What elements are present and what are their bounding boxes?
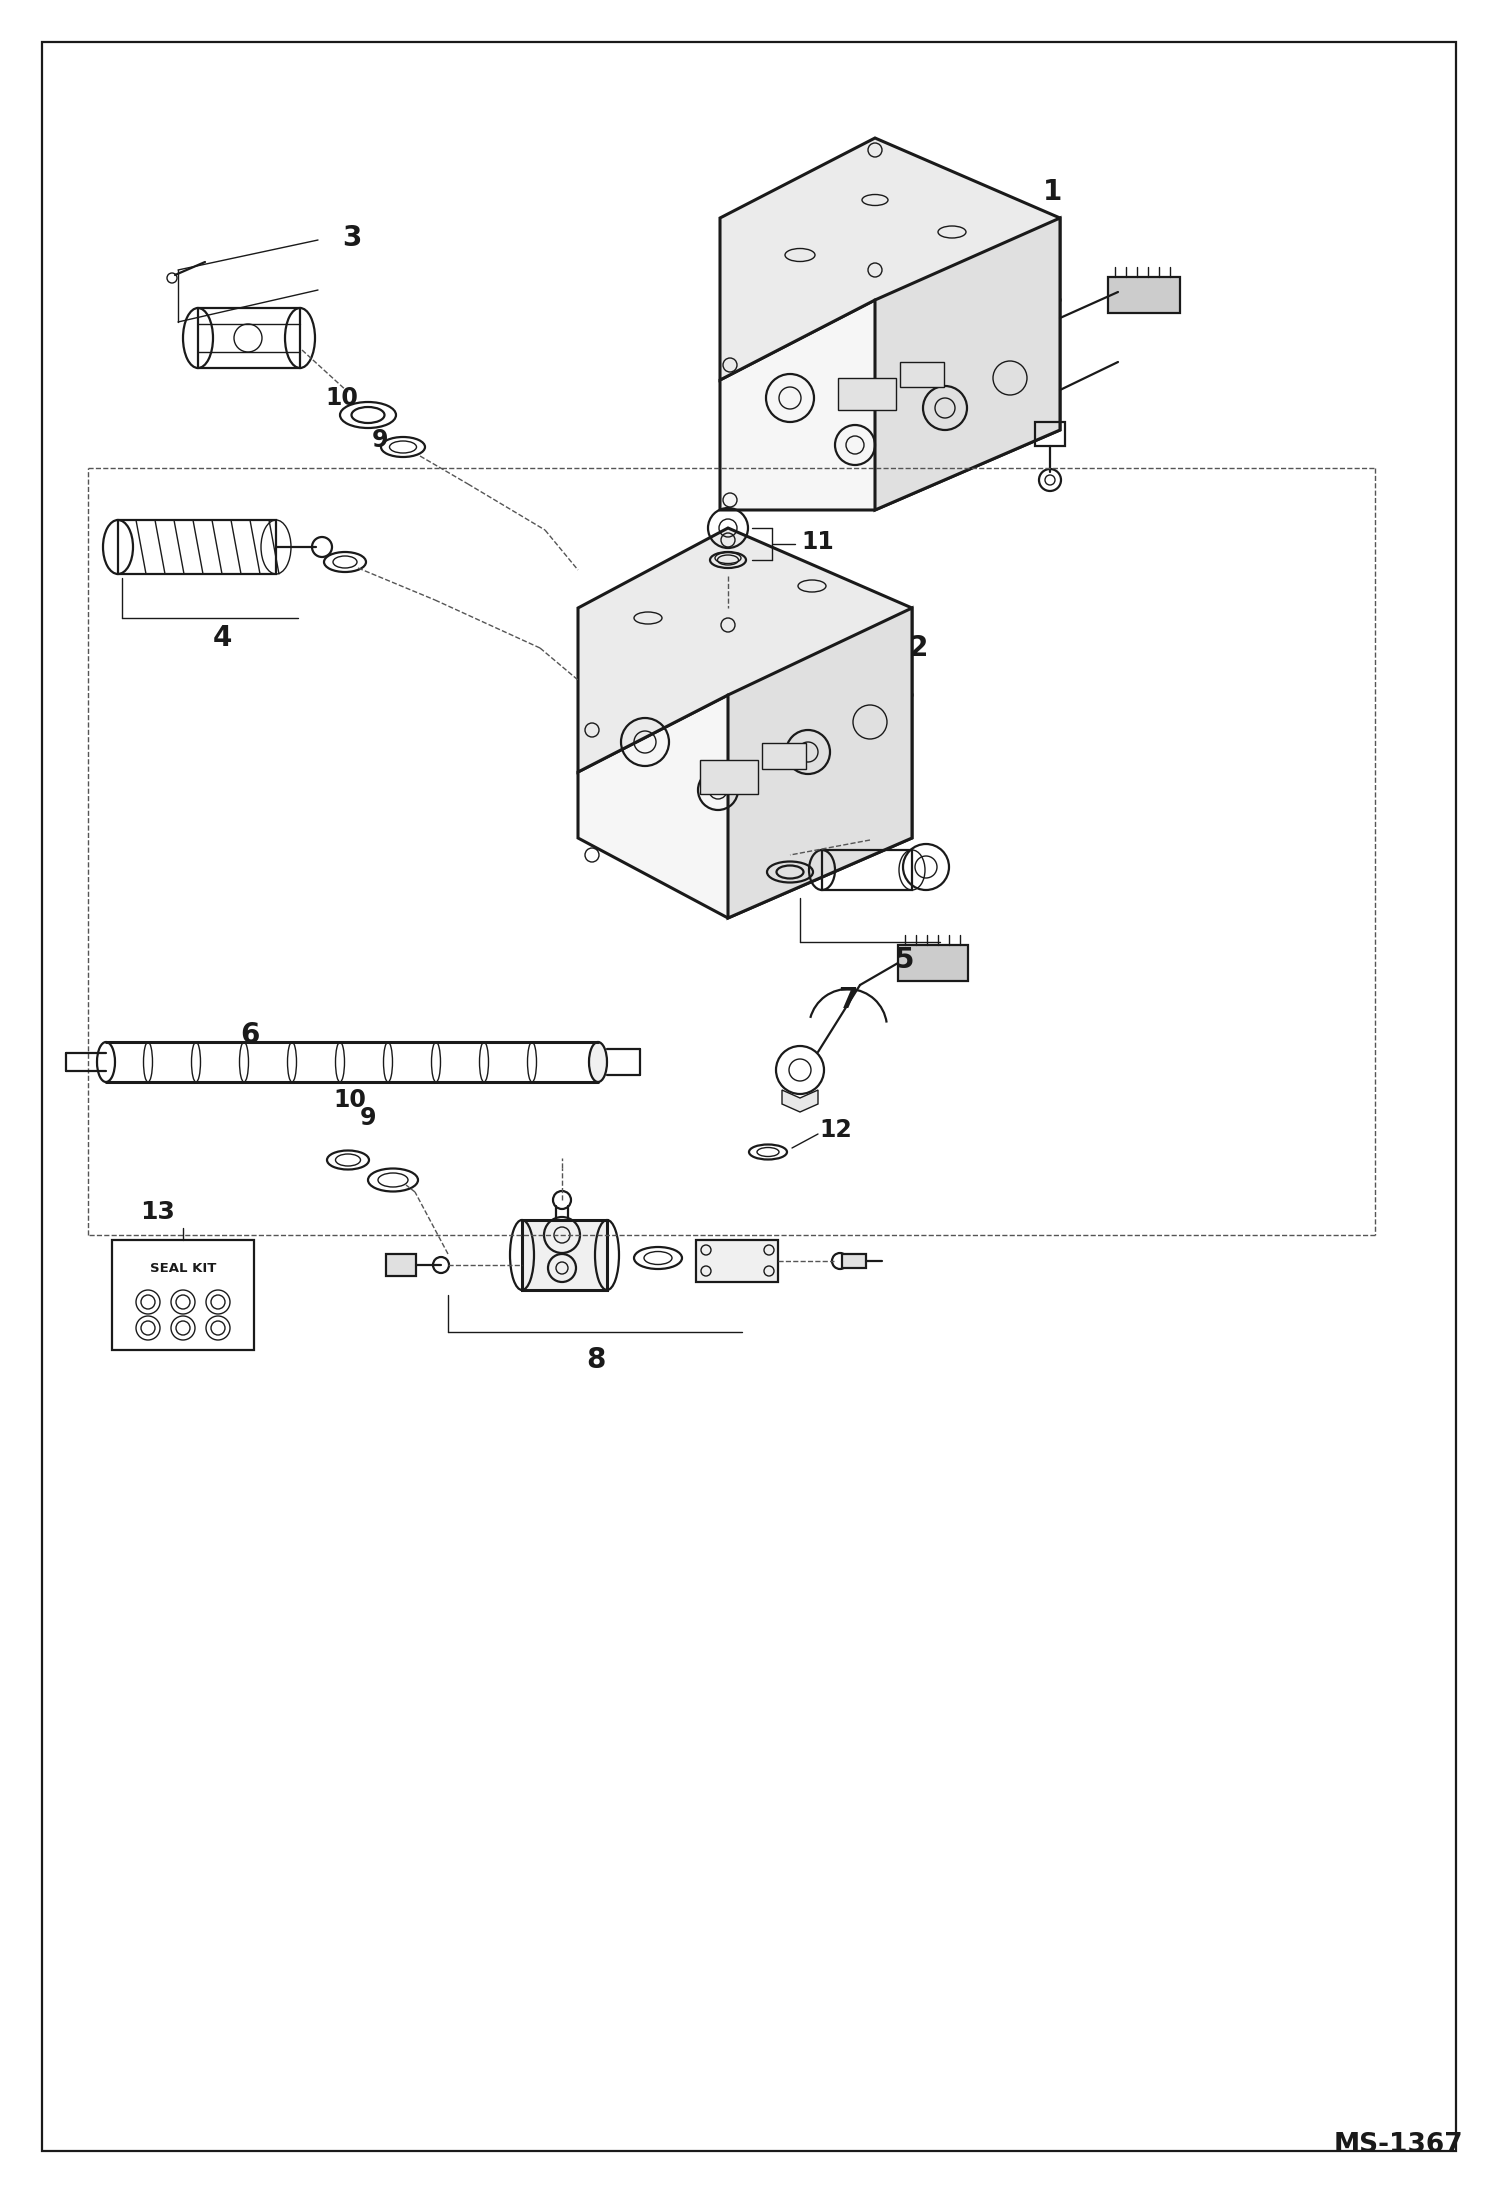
Bar: [118, 520, 276, 575]
Bar: [897, 945, 968, 980]
Bar: [697, 1239, 777, 1283]
Bar: [521, 1219, 607, 1289]
Bar: [700, 761, 758, 794]
Bar: [1109, 276, 1180, 314]
Text: SEAL KIT: SEAL KIT: [150, 1261, 216, 1274]
Bar: [762, 743, 806, 770]
Text: 11: 11: [801, 531, 834, 555]
Bar: [842, 1254, 866, 1268]
Bar: [112, 1239, 255, 1351]
Text: 12: 12: [819, 1118, 852, 1143]
Text: 4: 4: [213, 625, 232, 651]
Polygon shape: [721, 300, 1061, 511]
Text: 5: 5: [896, 945, 915, 974]
Text: MS-1367: MS-1367: [1333, 2132, 1464, 2158]
Text: 7: 7: [839, 987, 858, 1013]
Text: 9: 9: [360, 1105, 376, 1129]
Bar: [1035, 421, 1065, 445]
Polygon shape: [578, 695, 912, 919]
Text: 6: 6: [240, 1022, 259, 1048]
Bar: [386, 1254, 416, 1276]
Text: 10: 10: [325, 386, 358, 410]
Text: 1: 1: [1043, 178, 1062, 206]
Text: 2: 2: [908, 634, 927, 662]
Polygon shape: [728, 607, 912, 919]
Polygon shape: [875, 217, 1061, 511]
Bar: [837, 377, 896, 410]
Bar: [822, 851, 912, 890]
Polygon shape: [782, 1090, 818, 1112]
Text: 9: 9: [372, 428, 388, 452]
Bar: [198, 307, 300, 368]
Text: 3: 3: [343, 224, 361, 252]
Text: 10: 10: [334, 1088, 367, 1112]
Text: 8: 8: [586, 1347, 605, 1375]
Bar: [900, 362, 944, 386]
Text: 13: 13: [141, 1200, 175, 1224]
Polygon shape: [578, 529, 912, 772]
Polygon shape: [721, 138, 1061, 379]
Ellipse shape: [589, 1042, 607, 1081]
